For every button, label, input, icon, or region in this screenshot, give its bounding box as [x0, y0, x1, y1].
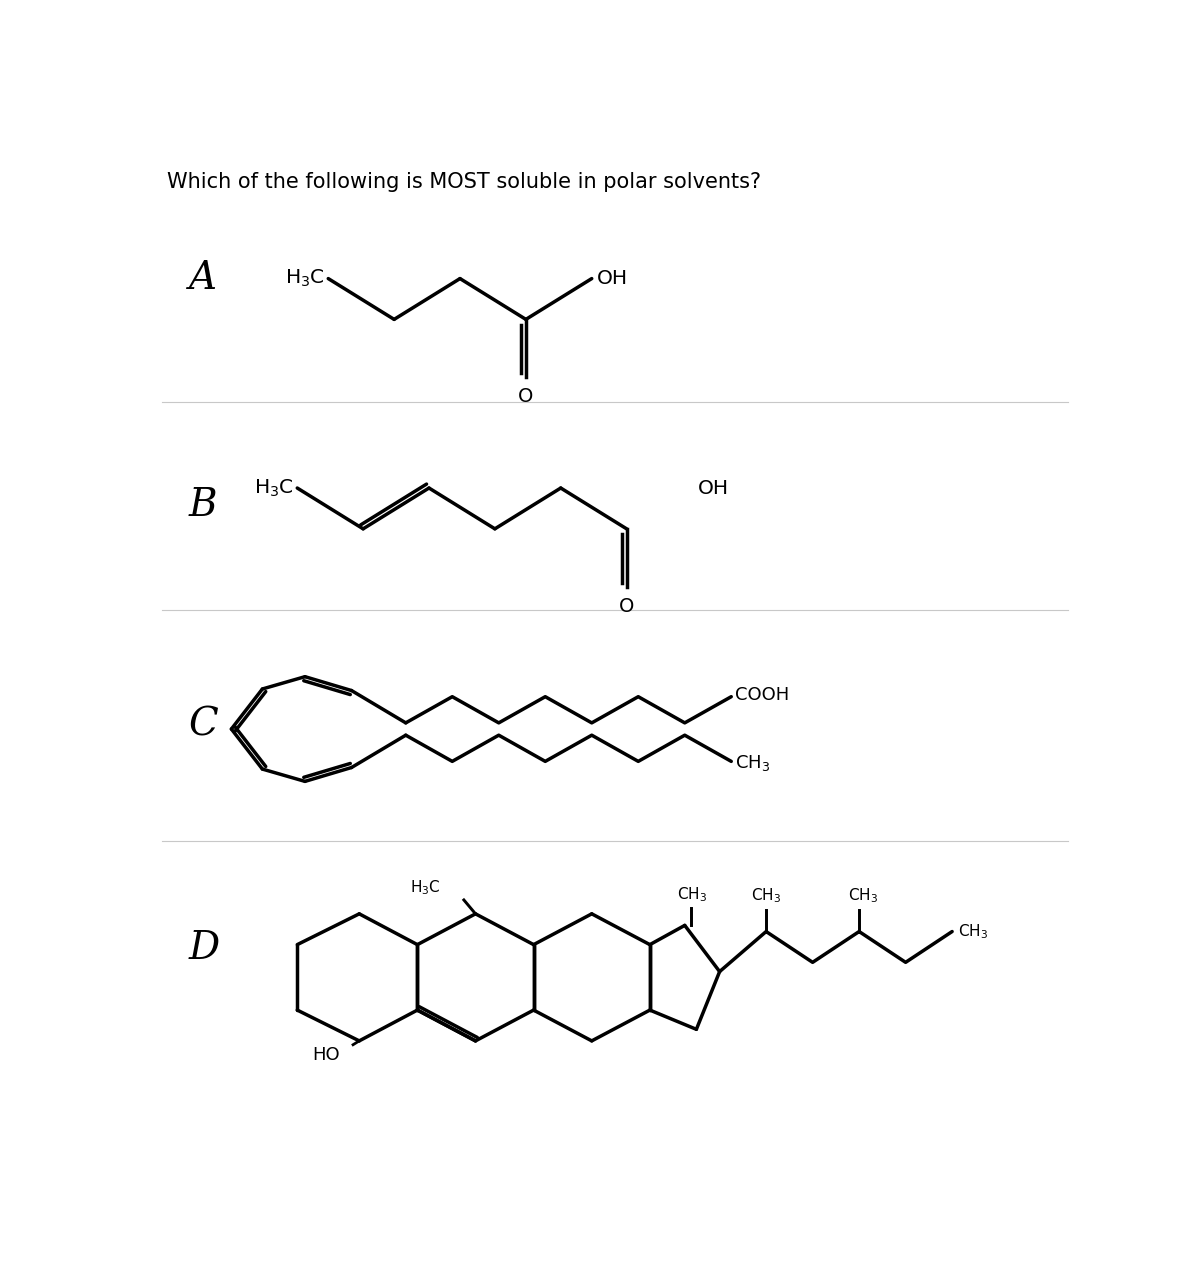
- Text: D: D: [188, 929, 220, 967]
- Text: H$_3$C: H$_3$C: [253, 477, 293, 499]
- Text: B: B: [188, 487, 217, 524]
- Text: O: O: [518, 387, 534, 406]
- Text: CH$_3$: CH$_3$: [959, 922, 989, 941]
- Text: C: C: [188, 706, 218, 744]
- Text: HO: HO: [312, 1046, 340, 1064]
- Text: CH$_3$: CH$_3$: [751, 886, 781, 905]
- Text: Which of the following is MOST soluble in polar solvents?: Which of the following is MOST soluble i…: [167, 172, 761, 192]
- Text: O: O: [619, 596, 635, 615]
- Text: A: A: [188, 260, 217, 297]
- Text: OH: OH: [698, 478, 730, 497]
- Text: H$_3$C: H$_3$C: [284, 268, 324, 290]
- Text: H$_3$C: H$_3$C: [410, 878, 440, 897]
- Text: CH$_3$: CH$_3$: [848, 886, 878, 905]
- Text: COOH: COOH: [736, 686, 790, 704]
- Text: CH$_3$: CH$_3$: [736, 753, 770, 773]
- Text: CH$_3$: CH$_3$: [678, 885, 708, 904]
- Text: OH: OH: [598, 269, 629, 288]
